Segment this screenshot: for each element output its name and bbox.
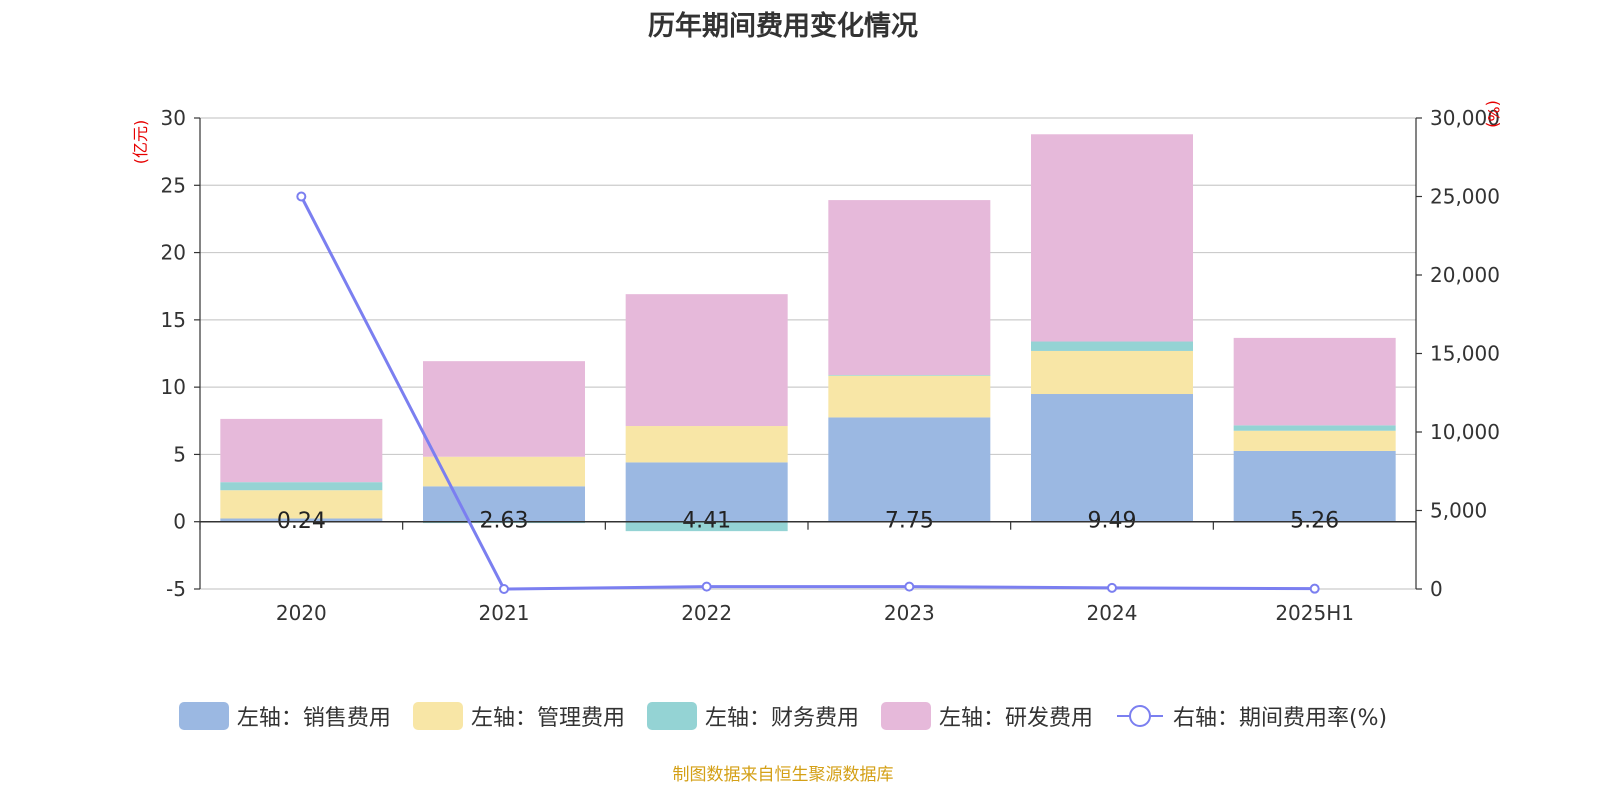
bar-rnd	[423, 361, 585, 457]
legend-label: 左轴：销售费用	[236, 706, 391, 731]
x-tick-label: 2020	[276, 601, 327, 625]
rate-line-point	[1309, 583, 1320, 594]
bars	[220, 134, 1396, 532]
x-tick-label: 2021	[479, 601, 530, 625]
rate-line-point	[499, 584, 509, 594]
x-tick-label: 2022	[681, 601, 732, 625]
chart-title: 历年期间费用变化情况	[648, 11, 918, 42]
axes: -5 0 5 10 15 20 25 30 0 5,000 10,000 15,000 20,000 25…	[131, 100, 1503, 625]
legend-item[interactable]: 左轴：管理费用	[412, 700, 625, 732]
right-tick-label: 0	[1430, 577, 1443, 601]
bar-rnd	[828, 200, 991, 376]
legend-swatch	[412, 702, 463, 730]
left-tick-label: 20	[161, 241, 186, 265]
legend-swatch	[880, 702, 931, 730]
legend-swatch	[646, 702, 697, 730]
left-tick-label: 5	[173, 442, 186, 466]
legend-item[interactable]: 左轴：销售费用	[178, 700, 391, 732]
left-tick-label: -5	[166, 577, 186, 601]
bar-finance	[1233, 425, 1396, 431]
bar-finance	[625, 521, 788, 532]
bar-admin	[1233, 430, 1396, 451]
legend-line-swatch	[1116, 705, 1163, 727]
rate-line	[296, 191, 1320, 594]
chart-plot: 0.24 2.63 4.41 7.75 9.49 5.26 -50510152025300…	[131, 100, 1503, 625]
left-tick-label: 30	[161, 106, 186, 130]
bar-sales	[220, 518, 383, 522]
x-tick-label: 2025H1	[1275, 601, 1354, 625]
bar-finance	[1031, 341, 1193, 351]
bar-sales	[1233, 450, 1396, 522]
legend-label: 左轴：研发费用	[938, 706, 1093, 731]
bar-sales	[625, 462, 788, 522]
bar-finance	[220, 482, 383, 491]
bar-finance	[828, 375, 991, 376]
bar-rnd	[220, 418, 383, 483]
right-tick-label: 25,000	[1430, 185, 1500, 209]
legend: 左轴：销售费用 左轴：管理费用 左轴：财务费用 左轴：研发费用 右轴：期间费用率(%)	[0, 700, 1566, 732]
x-tick-label: 2024	[1087, 601, 1138, 625]
bar-sales	[1031, 394, 1193, 522]
bar-rnd	[1031, 134, 1193, 342]
rate-line-point	[904, 581, 915, 592]
bar-sales	[828, 417, 991, 522]
rate-line-path	[300, 195, 1315, 591]
left-tick-label: 15	[161, 308, 186, 332]
bar-admin	[625, 426, 788, 463]
legend-label: 左轴：财务费用	[704, 706, 859, 731]
right-tick-label: 5,000	[1430, 499, 1487, 523]
left-tick-label: 0	[173, 510, 186, 534]
left-tick-label: 10	[161, 375, 186, 399]
bar-admin	[828, 375, 991, 418]
rate-line-point	[701, 581, 712, 592]
legend-swatch	[178, 702, 229, 730]
bar-rnd	[1233, 337, 1396, 426]
right-tick-label: 15,000	[1430, 342, 1500, 366]
bar-sales	[423, 486, 585, 522]
legend-item[interactable]: 右轴：期间费用率(%)	[1115, 700, 1387, 732]
left-tick-label: 25	[161, 173, 186, 197]
right-tick-label: 20,000	[1430, 263, 1500, 287]
right-axis-unit: (%)	[1484, 100, 1503, 128]
source-note: 制图数据来自恒生聚源数据库	[672, 765, 894, 785]
left-axis-unit: (亿元)	[131, 120, 150, 165]
right-tick-label: 10,000	[1430, 420, 1500, 444]
bar-admin	[220, 490, 383, 519]
x-tick-label: 2023	[884, 601, 935, 625]
legend-label: 右轴：期间费用率(%)	[1172, 706, 1388, 731]
rate-line-point	[296, 191, 307, 202]
bar-admin	[1031, 350, 1193, 395]
legend-item[interactable]: 左轴：财务费用	[646, 700, 859, 732]
rate-line-point	[1107, 582, 1117, 593]
legend-item[interactable]: 左轴：研发费用	[880, 700, 1093, 732]
right-tick-label: 30,000	[1430, 106, 1500, 130]
legend-label: 左轴：管理费用	[470, 706, 625, 731]
bar-rnd	[625, 294, 788, 427]
